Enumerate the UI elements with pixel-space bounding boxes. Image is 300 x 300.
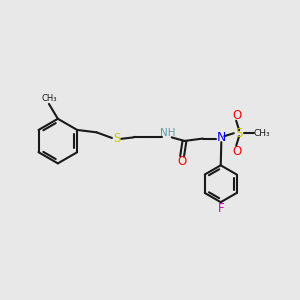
- Text: O: O: [232, 109, 242, 122]
- Text: CH₃: CH₃: [254, 129, 270, 138]
- Text: NH: NH: [160, 128, 176, 138]
- Text: S: S: [236, 127, 243, 140]
- Text: S: S: [113, 132, 120, 146]
- Text: O: O: [232, 145, 242, 158]
- Text: F: F: [218, 202, 224, 214]
- Text: N: N: [217, 130, 226, 144]
- Text: CH₃: CH₃: [41, 94, 57, 103]
- Text: O: O: [178, 155, 187, 168]
